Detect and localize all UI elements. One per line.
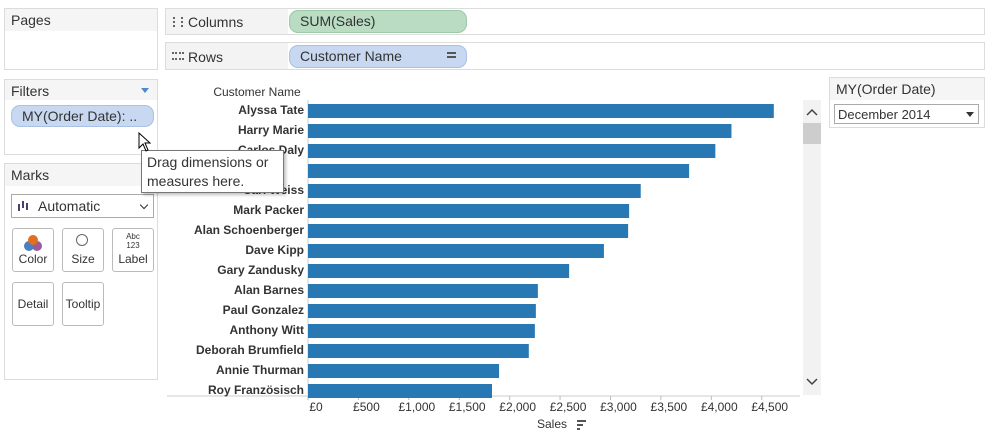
bar — [308, 264, 570, 278]
sort-icon[interactable] — [577, 420, 586, 430]
category-label: Paul Gonzalez — [223, 303, 304, 317]
button-label: Size — [71, 252, 95, 266]
x-tick-label: £1,500 — [449, 400, 486, 414]
label-button[interactable]: Abc 123 Label — [112, 228, 154, 272]
color-button[interactable]: Color — [12, 228, 54, 272]
panel-title: Marks — [11, 167, 50, 183]
pages-panel: Pages — [4, 8, 158, 70]
bar — [308, 124, 732, 138]
panel-title: Pages — [11, 12, 51, 28]
bar — [308, 364, 500, 378]
x-tick-label: £2,500 — [550, 400, 587, 414]
x-tick-label: £0 — [309, 400, 323, 414]
category-label: Anthony Witt — [229, 323, 304, 337]
category-label: Deborah Brumfield — [196, 343, 304, 357]
menu-arrow[interactable] — [141, 88, 149, 93]
category-label: Annie Thurman — [216, 363, 304, 377]
quick-filter-dropdown[interactable]: December 2014 — [834, 104, 979, 124]
bar — [308, 104, 774, 118]
bar — [308, 284, 538, 298]
columns-shelf: Columns SUM(Sales) — [165, 8, 985, 35]
scrollbar[interactable] — [803, 100, 821, 395]
mark-type: Automatic — [38, 198, 101, 214]
x-tick-label: £1,000 — [398, 400, 435, 414]
category-label: Alan Barnes — [234, 283, 304, 297]
filter-pill[interactable]: MY(Order Date): .. — [11, 105, 154, 127]
button-label: Label — [118, 252, 148, 266]
quick-filter: MY(Order Date) December 2014 — [829, 77, 985, 128]
quick-filter-title: MY(Order Date) — [836, 81, 936, 97]
button-label: Color — [18, 252, 48, 266]
button-label: Detail — [17, 297, 49, 311]
bar — [308, 384, 493, 398]
filters-panel: Filters MY(Order Date): .. — [4, 79, 158, 155]
panel-title: Filters — [11, 83, 50, 99]
pill[interactable]: SUM(Sales) — [289, 10, 467, 33]
icon-text: 123 — [126, 241, 140, 250]
bar — [308, 144, 716, 158]
x-tick-label: £4,500 — [751, 400, 788, 414]
quick-filter-value: December 2014 — [838, 107, 931, 122]
scroll-down[interactable] — [806, 378, 818, 386]
x-axis-title: Sales — [537, 417, 567, 431]
bar — [308, 324, 535, 338]
row-header: Customer Name — [213, 85, 301, 99]
category-label: Dave Kipp — [245, 243, 304, 257]
x-tick-label: £3,500 — [651, 400, 688, 414]
shelf-label: Rows — [188, 49, 224, 65]
bar — [308, 344, 529, 358]
bar — [308, 204, 630, 218]
x-tick-label: £2,000 — [499, 400, 536, 414]
category-label: Harry Marie — [238, 123, 304, 137]
category-label: Mark Packer — [233, 203, 304, 217]
button-label: Tooltip — [65, 297, 101, 311]
category-label: Alyssa Tate — [238, 103, 304, 117]
detail-button[interactable]: Detail — [12, 282, 54, 326]
icon-text: Abc — [126, 232, 140, 241]
shelf-label: Columns — [188, 14, 244, 30]
bar — [308, 244, 604, 258]
cursor — [138, 132, 152, 152]
pill[interactable]: Customer Name — [289, 45, 467, 68]
x-tick-label: £4,000 — [701, 400, 738, 414]
x-tick-label: £3,000 — [600, 400, 637, 414]
bar — [308, 224, 629, 238]
mark-type-dropdown[interactable]: Automatic — [11, 194, 154, 218]
bar — [308, 304, 536, 318]
size-button[interactable]: Size — [62, 228, 104, 272]
scroll-up[interactable] — [806, 108, 818, 116]
rows-shelf: Rows Customer Name — [165, 42, 985, 70]
category-label: Alan Schoenberger — [194, 223, 304, 237]
scroll-thumb[interactable] — [803, 123, 821, 144]
bar — [308, 164, 690, 178]
category-label: Gary Zandusky — [217, 263, 304, 277]
marks-panel: Marks Automatic Color Size Abc 123 Label … — [4, 163, 158, 380]
bar — [308, 184, 641, 198]
x-tick-label: £500 — [353, 400, 380, 414]
tooltip-button[interactable]: Tooltip — [62, 282, 104, 326]
tooltip: Drag dimensions or measures here. — [141, 150, 284, 193]
sort-icon[interactable] — [447, 52, 456, 54]
category-label: Roy Französisch — [208, 383, 304, 397]
